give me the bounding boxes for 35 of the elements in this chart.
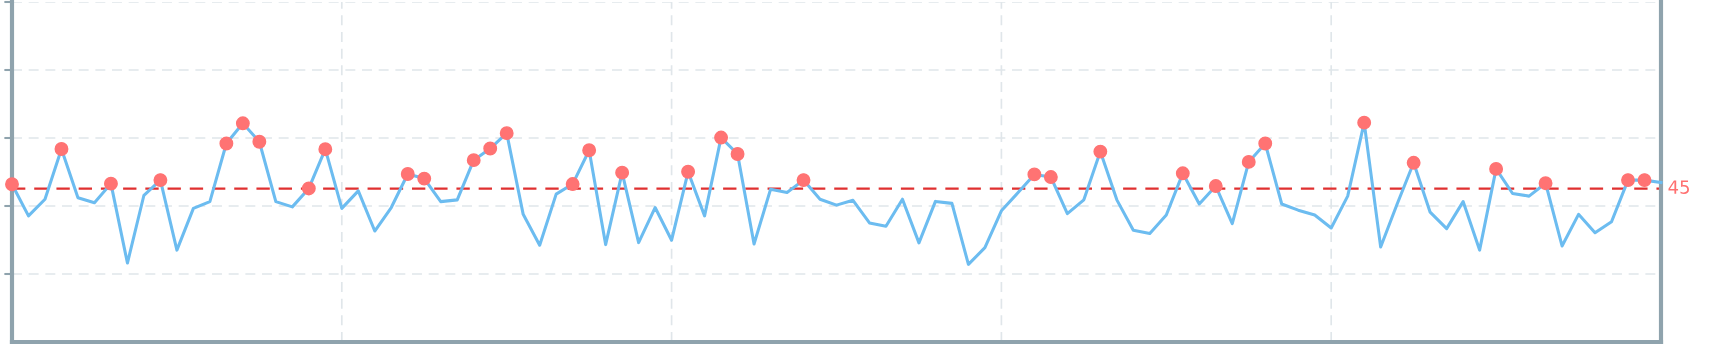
point — [714, 130, 729, 145]
point — [153, 173, 168, 188]
point — [615, 165, 630, 180]
point — [1406, 155, 1421, 170]
point — [1241, 154, 1256, 169]
point — [565, 177, 580, 192]
point — [582, 143, 597, 158]
point — [1258, 136, 1273, 151]
point — [1175, 166, 1190, 181]
point — [5, 177, 19, 192]
point — [54, 142, 69, 156]
point — [252, 134, 267, 149]
point — [103, 176, 118, 191]
point — [1538, 176, 1553, 191]
point — [730, 147, 745, 161]
point — [417, 171, 432, 186]
point — [681, 164, 696, 179]
point — [1093, 144, 1108, 159]
point — [301, 181, 316, 196]
point — [1621, 173, 1635, 188]
point — [1489, 161, 1504, 176]
point — [235, 116, 250, 131]
point — [1357, 115, 1372, 130]
point — [1208, 179, 1223, 193]
point — [1027, 167, 1042, 182]
text: 45 — [1668, 180, 1689, 194]
point — [499, 126, 514, 141]
point — [1043, 170, 1058, 184]
point — [318, 142, 333, 157]
point — [1637, 173, 1652, 188]
point — [483, 141, 498, 156]
point — [796, 173, 811, 188]
point — [400, 167, 415, 181]
point — [219, 136, 234, 151]
point — [466, 153, 481, 168]
